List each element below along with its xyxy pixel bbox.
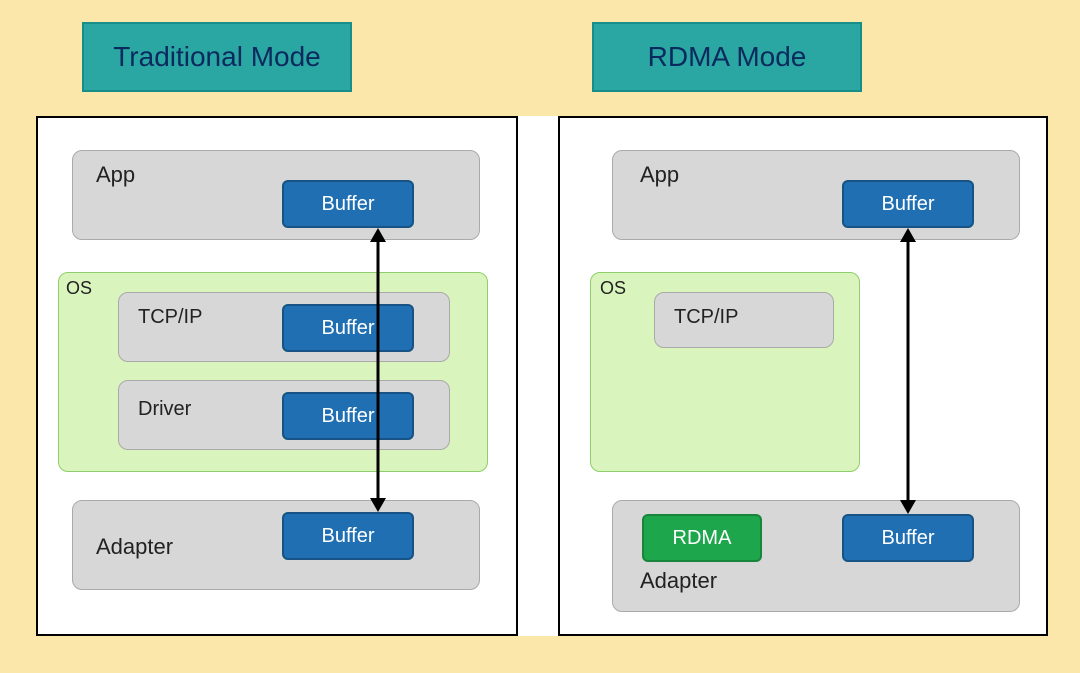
- right-rdma-box: RDMA: [642, 514, 762, 562]
- left-adapter-buffer: Buffer: [282, 512, 414, 560]
- left-tcpip-buffer: Buffer: [282, 304, 414, 352]
- left-adapter-label: Adapter: [96, 534, 173, 560]
- right-adapter-buffer: Buffer: [842, 514, 974, 562]
- right-tcpip-label: TCP/IP: [674, 306, 738, 329]
- left-tcpip-label: TCP/IP: [138, 306, 202, 329]
- right-app-label: App: [640, 162, 679, 188]
- right-adapter-label: Adapter: [640, 568, 717, 594]
- title-right: RDMA Mode: [592, 22, 862, 92]
- right-os-label: OS: [600, 278, 626, 299]
- right-app-buffer: Buffer: [842, 180, 974, 228]
- left-app-label: App: [96, 162, 135, 188]
- title-left: Traditional Mode: [82, 22, 352, 92]
- right-data-path-arrow: [896, 228, 920, 514]
- left-app-buffer: Buffer: [282, 180, 414, 228]
- left-data-path-arrow: [366, 228, 390, 512]
- diagram-canvas: Traditional Mode RDMA Mode App Buffer OS TCP/…: [0, 0, 1080, 673]
- left-driver-label: Driver: [138, 398, 191, 421]
- left-driver-buffer: Buffer: [282, 392, 414, 440]
- left-os-label: OS: [66, 278, 92, 299]
